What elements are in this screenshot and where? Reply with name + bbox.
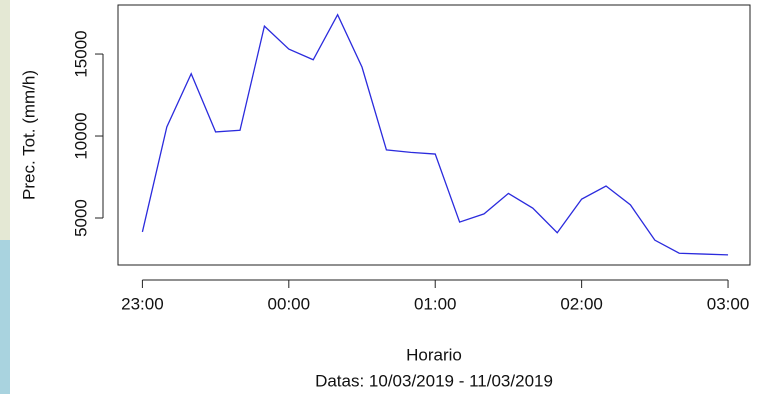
background-map [0,0,10,240]
y-tick-label: 15000 [71,30,90,77]
y-axis-label: Prec. Tot. (mm/h) [19,70,38,200]
x-axis-label: Horario [406,345,462,364]
x-tick-label: 23:00 [121,294,164,313]
chart: Prec. Tot. (mm/h) Horario Datas: 10/03/2… [0,0,769,394]
plot-frame [118,5,750,265]
y-tick-label: 5000 [71,199,90,237]
x-tick-label: 02:00 [560,294,603,313]
subtitle: Datas: 10/03/2019 - 11/03/2019 [315,371,553,390]
x-tick-label: 01:00 [414,294,457,313]
line-series [142,15,728,255]
x-tick-label: 03:00 [707,294,750,313]
y-tick-label: 10000 [71,112,90,159]
background-map [0,240,10,394]
x-tick-label: 00:00 [268,294,311,313]
